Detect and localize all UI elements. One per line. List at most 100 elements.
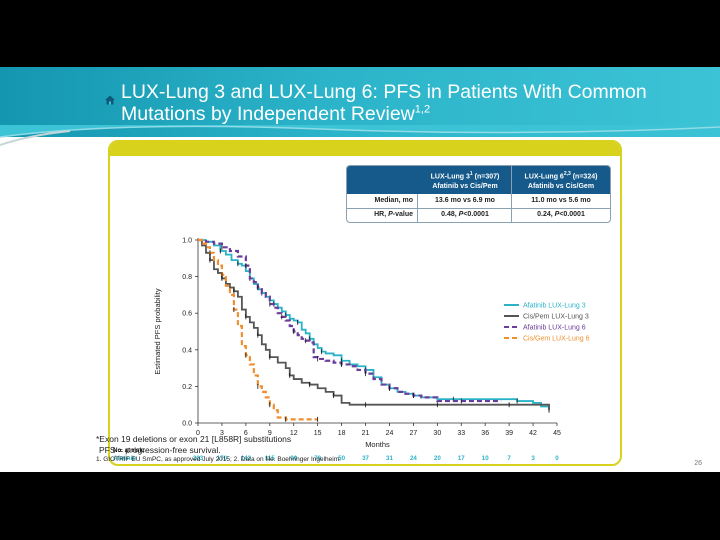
hr-label-pre: HR,: [374, 211, 389, 218]
y-tick-label: 0.6: [182, 311, 192, 318]
legend-label: Afatinib LUX-Lung 3: [523, 303, 586, 310]
x-tick-label: 15: [314, 430, 322, 437]
at-risk-value: 17: [266, 464, 273, 465]
table-header-col1-n: (n=307): [472, 173, 500, 181]
at-risk-title: No. at risk:: [113, 447, 145, 454]
legend-label: Cis/Gem LUX-Lung 6: [523, 336, 590, 343]
at-risk-value: 0: [555, 464, 559, 465]
footnote-references: 1. GIOTRIF EU SmPC, as approved July 201…: [96, 456, 341, 463]
at-risk-row-label: Afatinib: [113, 455, 136, 462]
home-icon[interactable]: [104, 94, 116, 106]
table-col-divider: [511, 166, 512, 222]
y-tick-label: 1.0: [182, 238, 192, 245]
table-header-col1-title: LUX-Lung 3: [430, 173, 470, 181]
table-header-col1-sub: Afatinib vs Cis/Pem: [432, 183, 498, 191]
footnote-pfs: PFS = progression-free survival.: [99, 444, 221, 455]
chart-axes: [195, 238, 558, 426]
x-tick-label: 45: [553, 430, 561, 437]
at-risk-value: 70: [314, 455, 321, 462]
at-risk-value: 143: [241, 455, 252, 462]
table-header-col2-sub: Afatinib vs Cis/Gem: [527, 183, 595, 191]
x-tick-label: 30: [433, 430, 441, 437]
y-axis-title: Estimated PFS probability: [153, 288, 162, 375]
slide: LUX-Lung 3 and LUX-Lung 6: PFS in Patien…: [0, 67, 720, 472]
at-risk-row-label: Cis/Pem: [113, 464, 138, 465]
table-row-median-col2: 11.0 mo vs 5.6 mo: [531, 197, 591, 204]
hr-label-italic: P: [388, 211, 393, 218]
at-risk-value: 7: [507, 455, 511, 462]
at-risk-value: 24: [410, 455, 417, 462]
hr-label-post: -value: [392, 211, 413, 218]
table-header-col2-n: (n=324): [570, 173, 598, 181]
table-header-col1: LUX-Lung 31 (n=307) Afatinib vs Cis/Pem: [419, 169, 511, 192]
at-risk-value: 115: [265, 455, 276, 462]
y-tick-label: 0.4: [182, 347, 192, 354]
footnote-exon: *Exon 19 deletions or exon 21 [L858R] su…: [96, 434, 292, 444]
km-curve-1: [198, 239, 550, 411]
x-tick-label: 21: [362, 430, 370, 437]
y-tick-label: 0.2: [182, 384, 192, 391]
table-header-col2-sup: 2,3: [563, 171, 571, 177]
x-tick-label: 33: [457, 430, 465, 437]
chart-panel: 0.0 0.2 0.4 0.6 0.8 1.0 0 3 6 9 12 15 18 21 24 27 30 33 36…: [108, 140, 622, 466]
y-tick-label: 0.8: [182, 274, 192, 281]
at-risk-value: 62: [218, 464, 225, 465]
km-curve-2: [198, 239, 550, 411]
at-risk-value: 2: [507, 464, 511, 465]
at-risk-value: 2: [483, 464, 487, 465]
km-chart: 0.00.20.40.60.81.00 3 6 9 12 15 18 21 24 27 30 33 36…: [113, 238, 590, 465]
panel-top-bar: [110, 142, 620, 156]
at-risk-value: 50: [338, 455, 345, 462]
y-tick-label: 0.0: [182, 421, 192, 428]
at-risk-value: 2: [364, 464, 368, 465]
table-header-col2: LUX-Lung 62,3 (n=324) Afatinib vs Cis/Ge…: [513, 169, 609, 192]
x-tick-label: 24: [386, 430, 394, 437]
x-tick-label: 3: [220, 430, 224, 437]
slide-title: LUX-Lung 3 and LUX-Lung 6: PFS in Patien…: [121, 81, 681, 125]
table-header-col2-title: LUX-Lung 6: [524, 173, 564, 181]
km-curve-4: [198, 238, 318, 421]
at-risk-value: 6: [316, 464, 320, 465]
table-row-hr-label: HR, P-value: [347, 211, 413, 218]
at-risk-value: 20: [434, 455, 441, 462]
table-row-hr-col1: 0.48, P<0.0001: [419, 211, 511, 218]
at-risk-value: 2: [388, 464, 392, 465]
at-risk-value: 0: [555, 455, 559, 462]
slide-title-text: LUX-Lung 3 and LUX-Lung 6: PFS in Patien…: [121, 81, 647, 125]
footnotes: *Exon 19 deletions or exon 21 [L858R] su…: [96, 434, 341, 466]
table-row-median-col1: 13.6 mo vs 6.9 mo: [435, 197, 495, 204]
hr-col2-post: <0.0001: [559, 211, 585, 218]
at-risk-value: 90: [290, 455, 297, 462]
km-curve-3: [198, 238, 502, 403]
hr-col1-italic: P: [458, 211, 464, 218]
hr-col2-pre: 0.24,: [537, 211, 555, 218]
hr-col1-post: <0.0001: [463, 211, 489, 218]
x-axis-title: Months: [365, 440, 390, 449]
table-header-row: [347, 166, 610, 194]
at-risk-value: 3: [531, 455, 535, 462]
at-risk-value: 35: [242, 464, 249, 465]
header-swoosh: [0, 125, 720, 146]
x-tick-label: 36: [481, 430, 489, 437]
table-row-hr-col2: 0.24, P<0.0001: [513, 211, 609, 218]
x-tick-label: 27: [410, 430, 418, 437]
x-tick-label: 6: [244, 430, 248, 437]
at-risk-value: 37: [362, 455, 369, 462]
legend-label: Cis/Pem LUX-Lung 3: [523, 314, 589, 321]
x-tick-label: 42: [529, 430, 537, 437]
at-risk-value: 9: [292, 464, 296, 465]
x-tick-label: 39: [505, 430, 513, 437]
at-risk-value: 2: [412, 464, 416, 465]
slide-title-superscript: 1,2: [414, 103, 431, 116]
x-tick-label: 0: [196, 430, 200, 437]
axis-labels: 0.00.20.40.60.81.00 3 6 9 12 15 18 21 24 27 30 33 36…: [153, 238, 561, 450]
at-risk-table: No. at risk:Afatinib 203 170 143 115 90 70 50 37…: [113, 447, 559, 464]
table-row-median-label: Median, mo: [374, 197, 413, 204]
page-number: 26: [694, 460, 702, 467]
table-header-col1-sup: 1: [469, 171, 473, 177]
legend-label: Afatinib LUX-Lung 6: [523, 325, 586, 332]
at-risk-value: 31: [386, 455, 393, 462]
x-tick-label: 18: [338, 430, 346, 437]
at-risk-value: 2: [460, 464, 464, 465]
chart-legend: Afatinib LUX-Lung 3 Cis/Pem LUX-Lung 3 Afa…: [504, 303, 590, 343]
